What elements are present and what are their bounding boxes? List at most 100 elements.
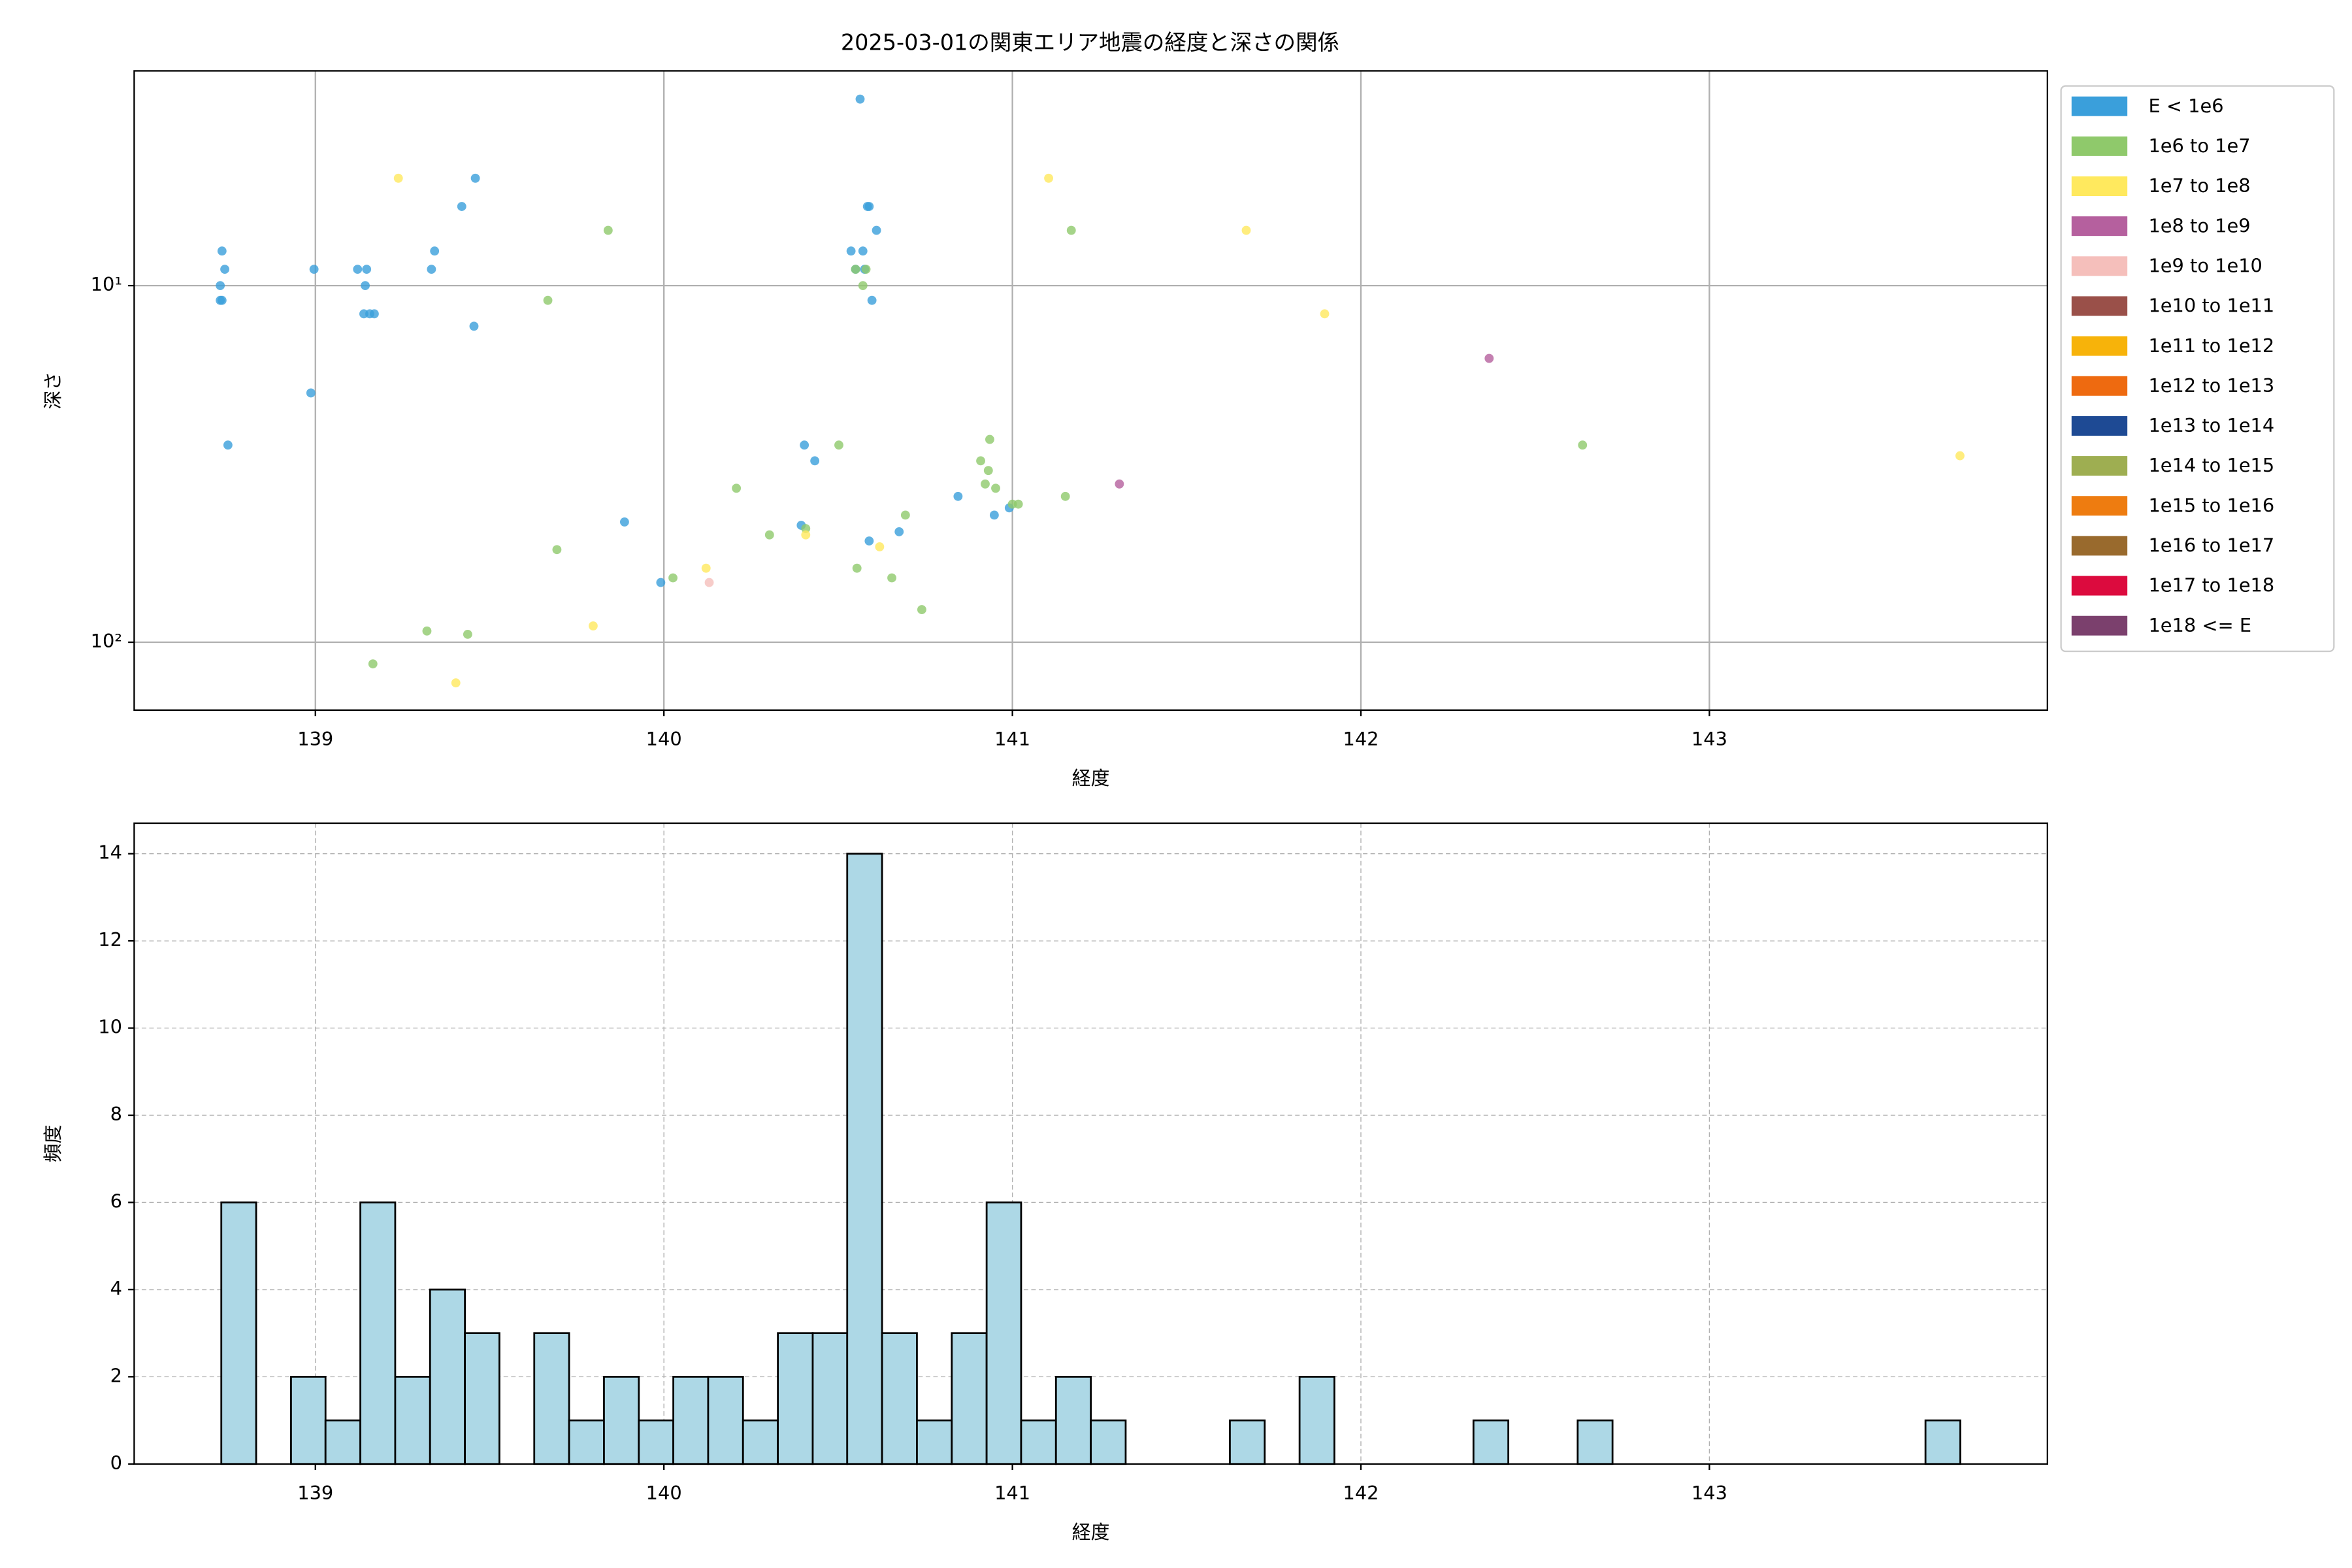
point — [800, 440, 809, 450]
point — [353, 265, 363, 274]
x-axis-label: 経度 — [1072, 1521, 1110, 1543]
bar — [916, 1419, 953, 1465]
point — [981, 479, 990, 489]
legend-swatch — [2071, 576, 2128, 596]
point — [810, 456, 820, 466]
x-tick-label: 141 — [994, 728, 1030, 750]
legend-swatch — [2071, 216, 2128, 237]
bar — [1472, 1419, 1510, 1465]
point — [851, 265, 860, 274]
point — [852, 563, 862, 573]
y-tick-label: 10¹ — [91, 273, 122, 295]
x-tick-label: 141 — [994, 1482, 1030, 1504]
bar — [290, 1375, 327, 1465]
point — [864, 202, 874, 211]
point — [217, 295, 227, 305]
legend-label: 1e10 to 1e11 — [2148, 295, 2274, 317]
point — [887, 573, 896, 583]
point — [619, 517, 629, 527]
bar — [220, 1201, 257, 1465]
bar — [568, 1419, 605, 1465]
point — [1066, 225, 1076, 235]
point — [223, 440, 233, 450]
point — [858, 281, 868, 291]
legend-swatch — [2071, 456, 2128, 476]
y-tick-label: 12 — [98, 928, 122, 951]
point — [368, 659, 378, 669]
point — [1955, 451, 1965, 461]
point — [855, 94, 865, 104]
legend-swatch — [2071, 496, 2128, 516]
point — [457, 202, 466, 211]
point — [668, 573, 678, 583]
point — [552, 545, 562, 555]
point — [422, 626, 432, 636]
point — [470, 173, 480, 183]
point — [1115, 479, 1124, 489]
legend-frame — [2060, 85, 2335, 653]
bar — [1054, 1375, 1092, 1465]
point — [430, 246, 440, 256]
legend-swatch — [2071, 176, 2128, 196]
x-tick-label: 142 — [1343, 728, 1379, 750]
x-tick-label: 140 — [646, 728, 682, 750]
legend-label: 1e15 to 1e16 — [2148, 494, 2274, 516]
x-axis-label: 経度 — [1072, 767, 1110, 789]
point — [861, 265, 871, 274]
point — [704, 578, 714, 587]
bar — [603, 1375, 640, 1465]
point — [451, 678, 461, 688]
point — [983, 466, 993, 476]
legend-label: 1e12 to 1e13 — [2148, 374, 2274, 397]
bar — [881, 1332, 918, 1465]
y-tick-label: 8 — [110, 1103, 122, 1125]
x-tick-label: 139 — [297, 1482, 333, 1504]
legend-swatch — [2071, 96, 2128, 116]
legend-swatch — [2071, 376, 2128, 396]
point — [217, 246, 227, 256]
y-tick-label: 4 — [110, 1277, 122, 1299]
point — [656, 578, 666, 587]
legend-label: 1e16 to 1e17 — [2148, 534, 2274, 557]
point — [764, 530, 774, 540]
plot-frame — [133, 822, 2048, 1465]
point — [216, 281, 225, 291]
chart-title: 2025-03-01の関東エリア地震の経度と深さの関係 — [841, 29, 1339, 55]
point — [917, 605, 926, 614]
bar — [742, 1419, 779, 1465]
legend-label: 1e17 to 1e18 — [2148, 574, 2274, 596]
bar — [811, 1332, 849, 1465]
bar — [846, 853, 883, 1465]
point — [1320, 309, 1330, 319]
point — [900, 510, 910, 520]
bar — [359, 1201, 397, 1465]
y-tick-label: 6 — [110, 1190, 122, 1212]
y-tick-label: 10² — [91, 630, 122, 652]
bar — [429, 1288, 466, 1465]
point — [858, 246, 868, 256]
bar — [951, 1332, 988, 1465]
legend-swatch — [2071, 615, 2128, 636]
point — [463, 629, 472, 639]
legend-label: E < 1e6 — [2148, 95, 2223, 117]
y-tick-label: 10 — [98, 1016, 122, 1038]
point — [976, 456, 985, 466]
legend-label: 1e7 to 1e8 — [2148, 174, 2250, 197]
bar — [707, 1375, 744, 1465]
y-axis-label: 深さ — [42, 372, 64, 410]
x-tick-label: 142 — [1343, 1482, 1379, 1504]
legend-swatch — [2071, 256, 2128, 276]
point — [393, 173, 403, 183]
point — [1484, 353, 1494, 363]
point — [834, 440, 843, 450]
point — [543, 295, 553, 305]
legend-swatch — [2071, 136, 2128, 156]
legend-label: 1e6 to 1e7 — [2148, 135, 2250, 157]
bar — [324, 1419, 361, 1465]
legend-swatch — [2071, 536, 2128, 556]
y-tick-label: 2 — [110, 1364, 122, 1386]
point — [991, 483, 1000, 493]
legend-swatch — [2071, 416, 2128, 436]
legend-label: 1e14 to 1e15 — [2148, 454, 2274, 476]
